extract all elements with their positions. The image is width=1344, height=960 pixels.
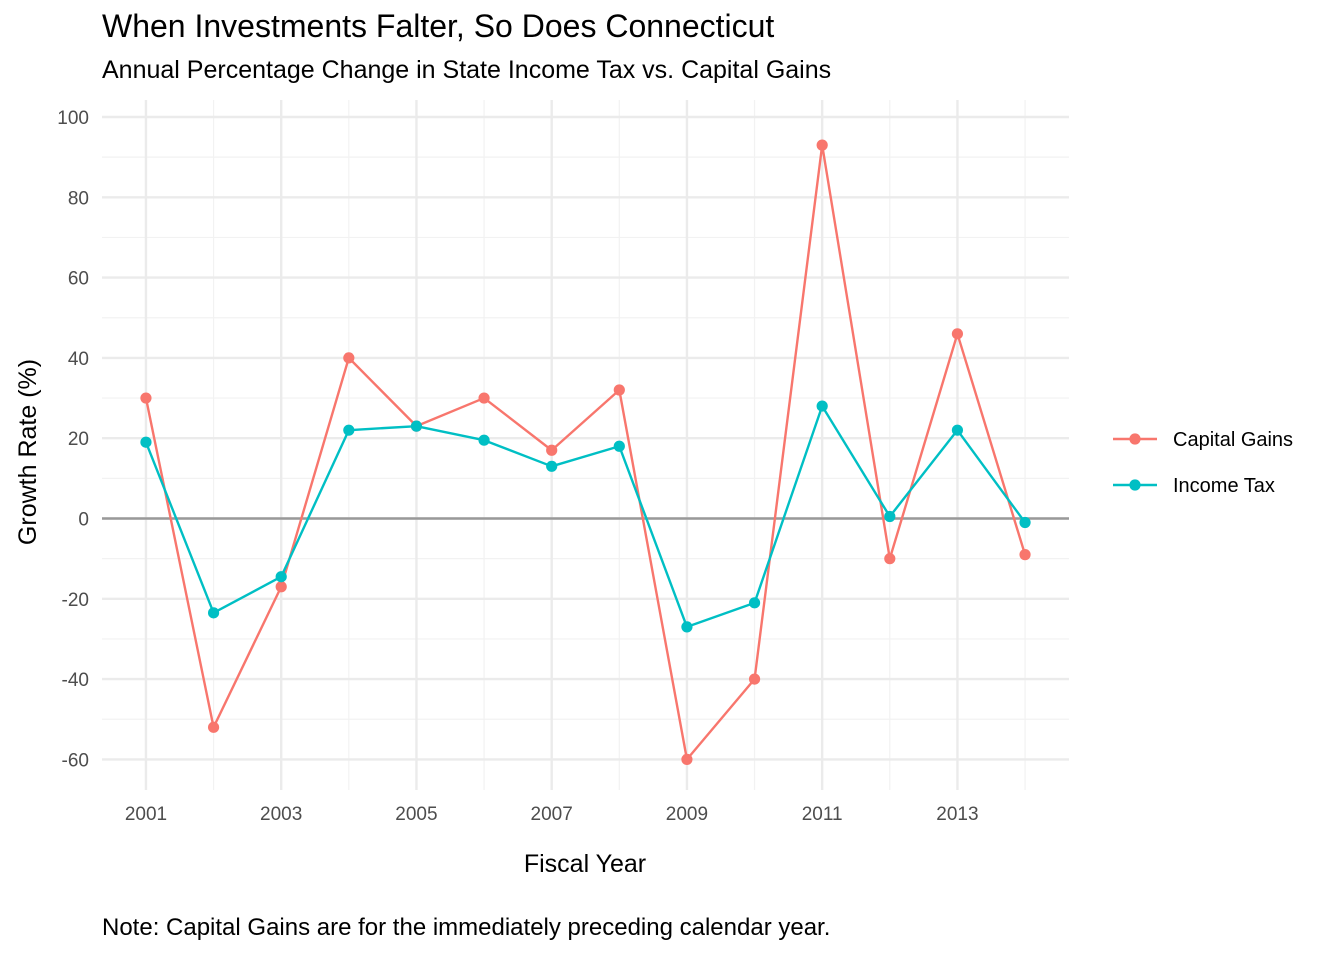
y-tick-label: 80	[68, 188, 89, 209]
legend: Capital Gains Income Tax	[1113, 429, 1293, 497]
data-point-income-tax	[478, 434, 490, 446]
legend-item-income-tax: Income Tax	[1113, 475, 1275, 497]
data-point-income-tax	[884, 510, 896, 523]
data-point-capital-gains	[275, 581, 287, 593]
y-axis-ticks: 100 80 60 40 20 0 -20 -40 -60	[57, 108, 89, 771]
data-point-capital-gains	[1019, 549, 1031, 561]
data-point-income-tax	[343, 424, 355, 436]
data-point-income-tax	[546, 460, 558, 472]
y-tick-label: 20	[68, 429, 89, 450]
y-tick-label: 60	[68, 269, 89, 290]
data-point-income-tax	[207, 607, 220, 619]
data-point-income-tax	[681, 621, 693, 633]
data-point-capital-gains	[613, 384, 625, 396]
data-point-capital-gains	[748, 673, 761, 685]
data-point-capital-gains	[343, 352, 355, 364]
x-tick-label: 2003	[260, 804, 302, 825]
x-tick-label: 2007	[531, 804, 573, 825]
y-tick-label: -40	[62, 670, 89, 691]
data-point-income-tax	[951, 424, 964, 436]
data-point-income-tax	[275, 571, 287, 583]
data-point-capital-gains	[816, 139, 828, 151]
x-tick-label: 2009	[666, 804, 708, 825]
chart-caption: Note: Capital Gains are for the immediat…	[102, 914, 831, 941]
series-lines	[140, 139, 1031, 766]
data-point-income-tax	[613, 440, 625, 452]
y-tick-label: -60	[62, 750, 89, 771]
data-point-income-tax	[140, 436, 152, 448]
data-point-capital-gains	[140, 392, 152, 404]
y-tick-label: 100	[57, 108, 89, 129]
data-point-income-tax	[816, 400, 828, 412]
data-point-income-tax	[410, 420, 423, 432]
data-point-capital-gains	[207, 721, 220, 733]
legend-item-capital-gains: Capital Gains	[1113, 429, 1293, 451]
y-axis-title: Growth Rate (%)	[14, 359, 42, 545]
data-point-capital-gains	[951, 328, 964, 340]
x-tick-label: 2011	[802, 804, 843, 825]
legend-key-point	[1129, 479, 1141, 491]
x-tick-label: 2013	[936, 804, 978, 825]
legend-key-point	[1129, 433, 1141, 445]
series-line-income-tax	[144, 404, 1027, 629]
x-axis-title: Fiscal Year	[524, 850, 646, 878]
x-axis-ticks: 2001 2003 2005 2007 2009 2011 2013	[125, 804, 979, 825]
data-point-capital-gains	[478, 392, 490, 404]
chart-subtitle: Annual Percentage Change in State Income…	[102, 56, 832, 84]
data-point-capital-gains	[884, 553, 896, 565]
series-line-capital-gains	[144, 143, 1027, 761]
y-tick-label: -20	[62, 590, 89, 611]
y-tick-label: 40	[68, 349, 89, 370]
legend-label: Income Tax	[1173, 475, 1275, 497]
data-point-income-tax	[748, 597, 761, 609]
data-point-capital-gains	[546, 444, 558, 456]
data-point-income-tax	[1019, 516, 1031, 529]
x-tick-label: 2005	[395, 804, 437, 825]
legend-label: Capital Gains	[1173, 429, 1293, 451]
y-tick-label: 0	[78, 510, 89, 531]
chart-title: When Investments Falter, So Does Connect…	[102, 8, 775, 44]
x-tick-label: 2001	[125, 804, 167, 825]
data-point-capital-gains	[681, 753, 693, 766]
